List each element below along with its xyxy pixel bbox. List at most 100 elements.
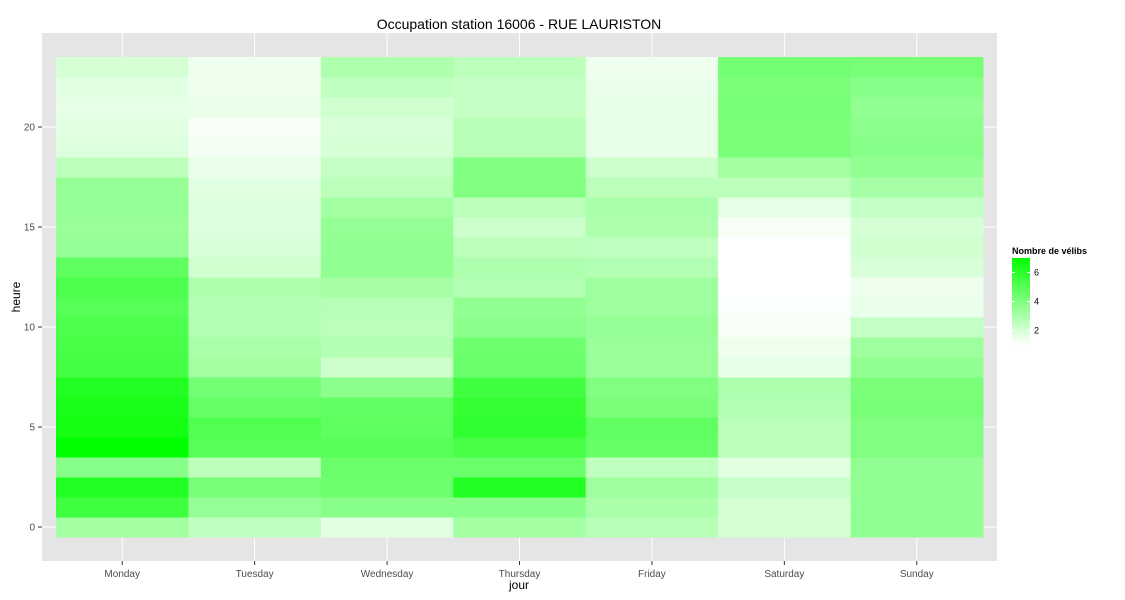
- heatmap-cell-saturday-13: [718, 257, 852, 278]
- heatmap-cell-thursday-18: [453, 157, 587, 178]
- heatmap-cell-wednesday-19: [320, 137, 454, 158]
- heatmap-cell-friday-9: [585, 337, 719, 358]
- heatmap-cell-wednesday-14: [320, 237, 454, 258]
- heatmap-cell-sunday-7: [850, 377, 984, 398]
- heatmap-cell-wednesday-7: [320, 377, 454, 398]
- heatmap-cell-thursday-13: [453, 257, 587, 278]
- heatmap-cell-tuesday-6: [188, 397, 322, 418]
- heatmap-cell-wednesday-1: [320, 497, 454, 518]
- heatmap-cell-monday-13: [56, 257, 189, 278]
- x-tick-label: Monday: [104, 569, 140, 580]
- heatmap-cell-thursday-17: [453, 177, 587, 198]
- heatmap-cell-monday-10: [56, 317, 189, 338]
- heatmap-cell-saturday-22: [718, 77, 852, 98]
- heatmap-cell-saturday-21: [718, 97, 852, 118]
- x-axis-title: jour: [508, 578, 529, 592]
- heatmap-cell-sunday-14: [850, 237, 984, 258]
- heatmap-cell-sunday-10: [850, 317, 984, 338]
- heatmap-cell-thursday-12: [453, 277, 587, 298]
- heatmap-cell-monday-11: [56, 297, 189, 318]
- heatmap-cell-wednesday-15: [320, 217, 454, 238]
- heatmap-cell-sunday-23: [850, 57, 984, 78]
- heatmap-cell-thursday-3: [453, 457, 587, 478]
- heatmap-cell-saturday-9: [718, 337, 852, 358]
- heatmap-cell-tuesday-11: [188, 297, 322, 318]
- heatmap-cell-tuesday-17: [188, 177, 322, 198]
- heatmap-cell-saturday-17: [718, 177, 852, 198]
- heatmap-cell-friday-0: [585, 517, 719, 538]
- heatmap-cell-monday-5: [56, 417, 189, 438]
- heatmap-cell-friday-1: [585, 497, 719, 518]
- heatmap-cell-tuesday-18: [188, 157, 322, 178]
- heatmap-cell-sunday-20: [850, 117, 984, 138]
- heatmap-cell-saturday-4: [718, 437, 852, 458]
- heatmap-cell-friday-18: [585, 157, 719, 178]
- heatmap-cell-friday-13: [585, 257, 719, 278]
- heatmap-cell-monday-7: [56, 377, 189, 398]
- legend-tick-label: 6: [1034, 268, 1039, 278]
- heatmap-cell-thursday-20: [453, 117, 587, 138]
- x-tick-label: Friday: [638, 569, 666, 580]
- heatmap-cell-sunday-5: [850, 417, 984, 438]
- heatmap-cell-friday-8: [585, 357, 719, 378]
- heatmap-cell-saturday-8: [718, 357, 852, 378]
- heatmap-cell-saturday-11: [718, 297, 852, 318]
- heatmap-cell-thursday-19: [453, 137, 587, 158]
- heatmap-cell-saturday-3: [718, 457, 852, 478]
- heatmap-cell-saturday-18: [718, 157, 852, 178]
- heatmap-cell-friday-20: [585, 117, 719, 138]
- heatmap-cell-friday-10: [585, 317, 719, 338]
- heatmap-cell-friday-3: [585, 457, 719, 478]
- heatmap-cell-monday-22: [56, 77, 189, 98]
- heatmap-cell-tuesday-5: [188, 417, 322, 438]
- heatmap-cell-friday-2: [585, 477, 719, 498]
- heatmap-cell-sunday-15: [850, 217, 984, 238]
- heatmap-cell-tuesday-16: [188, 197, 322, 218]
- heatmap-cell-tuesday-9: [188, 337, 322, 358]
- legend-tick-label: 2: [1034, 326, 1039, 336]
- heatmap-cell-saturday-14: [718, 237, 852, 258]
- heatmap-cell-tuesday-22: [188, 77, 322, 98]
- legend-colorbar: [1012, 258, 1030, 345]
- heatmap-cell-sunday-19: [850, 137, 984, 158]
- heatmap-cell-sunday-17: [850, 177, 984, 198]
- heatmap-cell-friday-14: [585, 237, 719, 258]
- heatmap-cell-thursday-7: [453, 377, 587, 398]
- heatmap-cell-wednesday-3: [320, 457, 454, 478]
- heatmap-cell-tuesday-7: [188, 377, 322, 398]
- heatmap-cell-monday-0: [56, 517, 189, 538]
- heatmap-cell-tuesday-21: [188, 97, 322, 118]
- heatmap-cell-sunday-3: [850, 457, 984, 478]
- heatmap-cell-monday-8: [56, 357, 189, 378]
- heatmap-cell-sunday-1: [850, 497, 984, 518]
- heatmap-cell-monday-6: [56, 397, 189, 418]
- heatmap-cell-saturday-15: [718, 217, 852, 238]
- heatmap-cell-thursday-14: [453, 237, 587, 258]
- heatmap-cell-monday-2: [56, 477, 189, 498]
- heatmap-cell-wednesday-20: [320, 117, 454, 138]
- heatmap-cell-monday-3: [56, 457, 189, 478]
- heatmap-cell-saturday-20: [718, 117, 852, 138]
- heatmap-cell-tuesday-12: [188, 277, 322, 298]
- heatmap-cell-sunday-9: [850, 337, 984, 358]
- heatmap-cell-wednesday-23: [320, 57, 454, 78]
- heatmap-cell-sunday-8: [850, 357, 984, 378]
- heatmap-cell-monday-19: [56, 137, 189, 158]
- heatmap-cell-sunday-12: [850, 277, 984, 298]
- heatmap-cell-sunday-11: [850, 297, 984, 318]
- heatmap-cell-saturday-2: [718, 477, 852, 498]
- heatmap-cell-friday-22: [585, 77, 719, 98]
- legend-title: Nombre de vélibs: [1012, 246, 1087, 256]
- heatmap-cell-thursday-2: [453, 477, 587, 498]
- heatmap-cell-wednesday-18: [320, 157, 454, 178]
- heatmap-cell-saturday-16: [718, 197, 852, 218]
- heatmap-cell-wednesday-16: [320, 197, 454, 218]
- heatmap-cell-tuesday-19: [188, 137, 322, 158]
- heatmap-cell-friday-19: [585, 137, 719, 158]
- heatmap-cell-sunday-13: [850, 257, 984, 278]
- heatmap-cell-wednesday-4: [320, 437, 454, 458]
- heatmap-cell-friday-23: [585, 57, 719, 78]
- heatmap-cell-wednesday-0: [320, 517, 454, 538]
- heatmap-cell-tuesday-1: [188, 497, 322, 518]
- heatmap-cell-sunday-21: [850, 97, 984, 118]
